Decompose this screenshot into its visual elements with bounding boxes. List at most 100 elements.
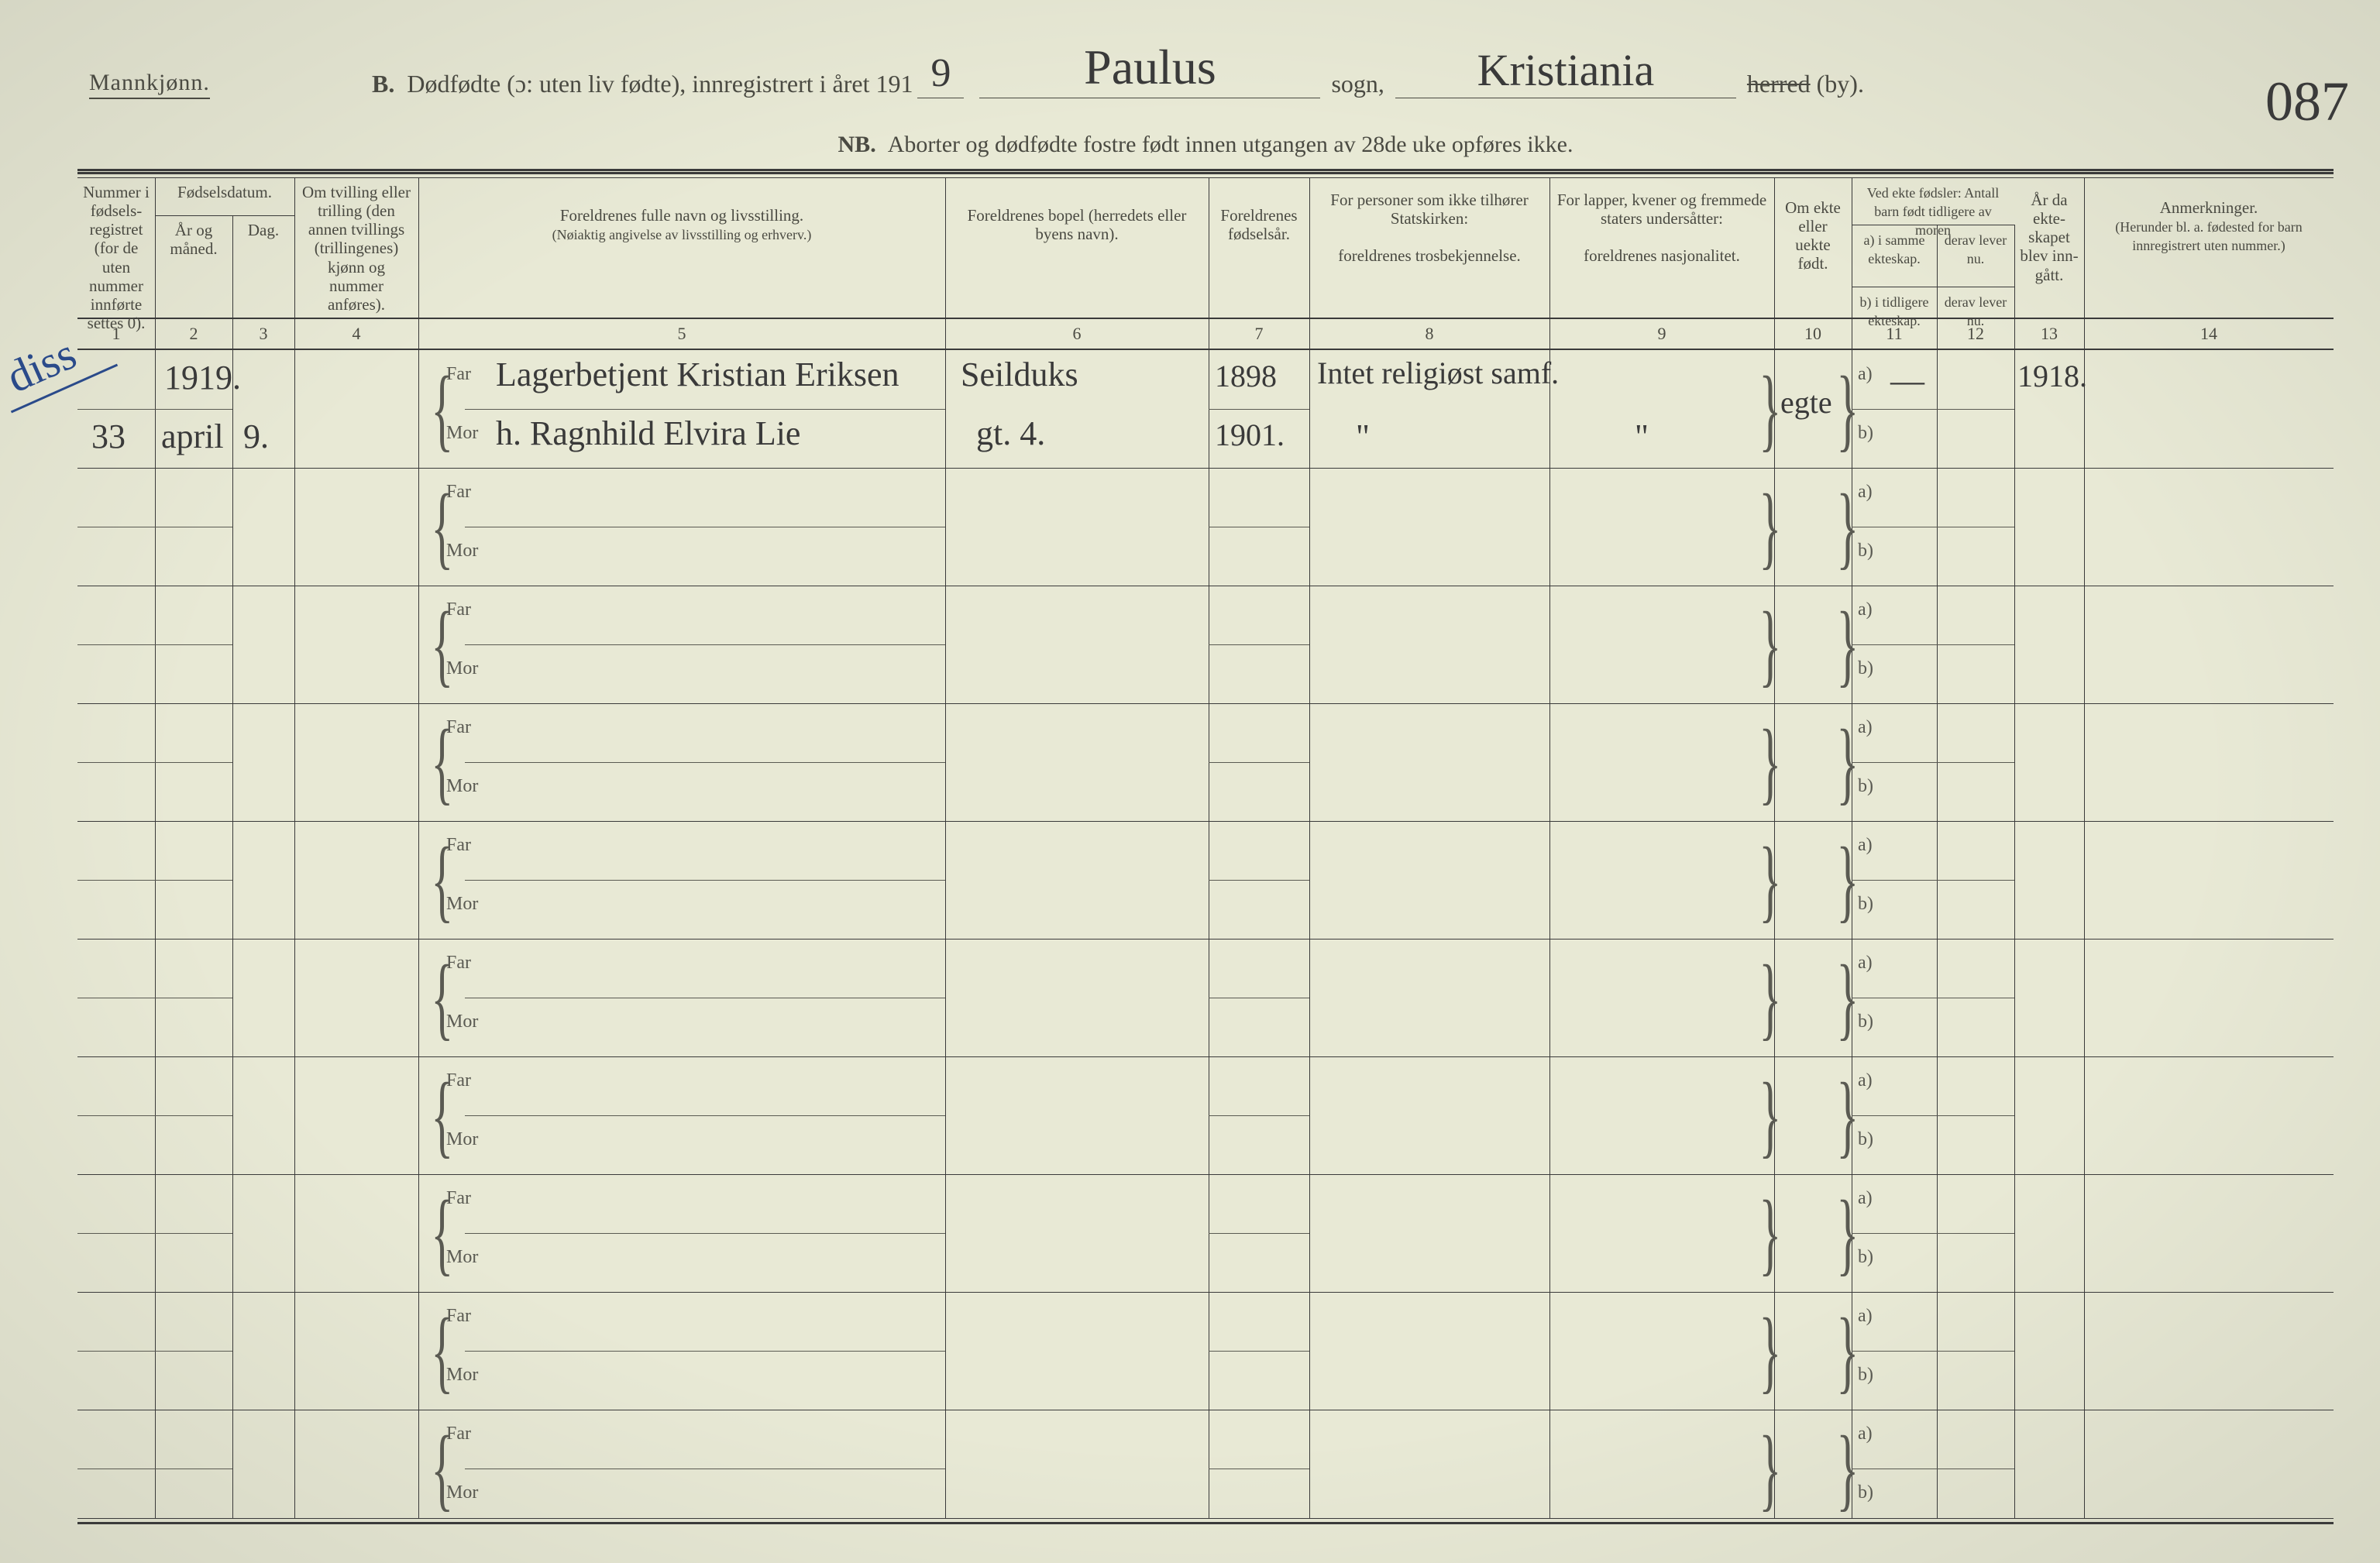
column-header: Foreldrenes bopel (herredets eller byens… bbox=[945, 201, 1209, 319]
column-number-row: 1234567891011121314 bbox=[77, 319, 2334, 350]
column-header: Om tvilling eller trilling (den annen tv… bbox=[294, 178, 418, 319]
column-header: Om ekte eller uekte født. bbox=[1774, 194, 1852, 319]
column-header: Anmerkninger.(Herunder bl. a. fødested f… bbox=[2084, 194, 2334, 319]
column-header: Ved ekte fødsler: Antall barn født tidli… bbox=[1852, 178, 2014, 225]
far-label: Far bbox=[446, 953, 471, 974]
a-label: a) bbox=[1858, 364, 1873, 385]
nb-text: Aborter og dødfødte fostre født innen ut… bbox=[882, 132, 1573, 157]
far-label: Far bbox=[446, 482, 471, 503]
column-number: 11 bbox=[1852, 324, 1937, 344]
nb-bold: NB. bbox=[838, 132, 876, 157]
b-label: b) bbox=[1858, 776, 1873, 797]
table-row: {}}FarMora)b) bbox=[77, 586, 2334, 703]
b-label: b) bbox=[1858, 658, 1873, 679]
year-digit: 9 bbox=[917, 50, 964, 96]
table-inner: Nummer i fødsels­registret (for de uten … bbox=[77, 177, 2334, 1519]
handwritten-value: gt. 4. bbox=[976, 414, 1045, 453]
mor-label: Mor bbox=[446, 776, 478, 797]
a-label: a) bbox=[1858, 717, 1873, 738]
mor-label: Mor bbox=[446, 1129, 478, 1150]
mor-label: Mor bbox=[446, 423, 478, 444]
column-number: 1 bbox=[77, 324, 155, 344]
mor-label: Mor bbox=[446, 541, 478, 562]
a-label: a) bbox=[1858, 835, 1873, 856]
column-number: 14 bbox=[2084, 324, 2334, 344]
handwritten-value: Seilduks bbox=[961, 355, 1078, 394]
column-header: For lapper, kvener og fremmede staters u… bbox=[1549, 186, 1774, 319]
column-number: 2 bbox=[155, 324, 232, 344]
column-header: For­eldrenes fødselsår. bbox=[1209, 201, 1309, 319]
title-b: B. bbox=[372, 70, 394, 98]
a-label: a) bbox=[1858, 1306, 1873, 1327]
handwritten-value: egte bbox=[1780, 384, 1832, 421]
handwritten-value: — bbox=[1890, 361, 1924, 400]
a-label: a) bbox=[1858, 482, 1873, 503]
far-label: Far bbox=[446, 1188, 471, 1209]
handwritten-value: " bbox=[1356, 417, 1370, 456]
handwritten-value: h. Ragnhild Elvira Lie bbox=[496, 414, 800, 453]
column-header: a) i samme ekteskap. bbox=[1852, 225, 1937, 287]
b-label: b) bbox=[1858, 1129, 1873, 1150]
nb-line: NB. Aborter og dødfødte fostre født inne… bbox=[77, 132, 2334, 158]
column-number: 5 bbox=[418, 324, 945, 344]
table-row: {}}FarMora)b) bbox=[77, 468, 2334, 586]
title-text: Dødfødte (ɔ: uten liv fødte), innregistr… bbox=[401, 70, 913, 98]
handwritten-value: 1919. bbox=[164, 358, 241, 397]
page-number: 087 bbox=[2265, 70, 2349, 134]
a-label: a) bbox=[1858, 1188, 1873, 1209]
far-label: Far bbox=[446, 599, 471, 620]
table-body: {}}FarMora)b)1919.33april9.Lagerbetjent … bbox=[77, 350, 2334, 1518]
handwritten-value: 1901. bbox=[1215, 417, 1285, 453]
title-line: B. Dødfødte (ɔ: uten liv fødte), innregi… bbox=[372, 70, 2256, 98]
column-number: 4 bbox=[294, 324, 418, 344]
table-row: {}}FarMora)b)1919.33april9.Lagerbetjent … bbox=[77, 350, 2334, 468]
far-label: Far bbox=[446, 364, 471, 385]
a-label: a) bbox=[1858, 1424, 1873, 1444]
handwritten-value: april bbox=[161, 417, 224, 456]
handwritten-value: " bbox=[1635, 417, 1649, 456]
far-label: Far bbox=[446, 1306, 471, 1327]
column-number: 10 bbox=[1774, 324, 1852, 344]
column-header: År og måned. bbox=[155, 215, 232, 319]
b-label: b) bbox=[1858, 1482, 1873, 1503]
mor-label: Mor bbox=[446, 658, 478, 679]
column-number: 6 bbox=[945, 324, 1209, 344]
register-table: Nummer i fødsels­registret (for de uten … bbox=[77, 172, 2334, 1524]
far-label: Far bbox=[446, 1070, 471, 1091]
table-row: {}}FarMora)b) bbox=[77, 1292, 2334, 1410]
column-header: Foreldrenes fulle navn og livsstilling.(… bbox=[418, 201, 945, 319]
margin-note: diss bbox=[0, 328, 84, 404]
b-label: b) bbox=[1858, 541, 1873, 562]
column-header: derav lever nu. bbox=[1937, 225, 2014, 287]
column-header: b) i tidligere ekteskap. bbox=[1852, 287, 1937, 319]
table-row: {}}FarMora)b) bbox=[77, 1174, 2334, 1292]
handwritten-value: Intet religiøst samf. bbox=[1317, 355, 1559, 391]
page: Mannkjønn. B. Dødfødte (ɔ: uten liv født… bbox=[0, 0, 2380, 1563]
sogn-value: Paulus bbox=[979, 39, 1320, 96]
header: Mannkjønn. B. Dødfødte (ɔ: uten liv født… bbox=[77, 54, 2334, 170]
far-label: Far bbox=[446, 717, 471, 738]
column-header: Nummer i fødsels­registret (for de uten … bbox=[77, 178, 155, 319]
table-row: {}}FarMora)b) bbox=[77, 939, 2334, 1056]
handwritten-value: 33 bbox=[91, 417, 126, 456]
column-header: derav lever nu. bbox=[1937, 287, 2014, 319]
b-label: b) bbox=[1858, 894, 1873, 915]
table-head: Nummer i fødsels­registret (for de uten … bbox=[77, 178, 2334, 319]
table-row: {}}FarMora)b) bbox=[77, 1056, 2334, 1174]
mor-label: Mor bbox=[446, 1365, 478, 1386]
b-label: b) bbox=[1858, 1365, 1873, 1386]
sogn-label: sogn, bbox=[1331, 70, 1384, 98]
column-number: 12 bbox=[1937, 324, 2014, 344]
a-label: a) bbox=[1858, 953, 1873, 974]
mor-label: Mor bbox=[446, 1247, 478, 1268]
far-label: Far bbox=[446, 835, 471, 856]
b-label: b) bbox=[1858, 1012, 1873, 1032]
handwritten-value: Lagerbetjent Kristian Eriksen bbox=[496, 355, 899, 394]
column-number: 13 bbox=[2014, 324, 2084, 344]
gender-label: Mannkjønn. bbox=[89, 70, 210, 99]
column-number: 7 bbox=[1209, 324, 1309, 344]
handwritten-value: 9. bbox=[243, 417, 269, 456]
mor-label: Mor bbox=[446, 1012, 478, 1032]
column-header: Dag. bbox=[232, 215, 294, 319]
column-number: 3 bbox=[232, 324, 294, 344]
